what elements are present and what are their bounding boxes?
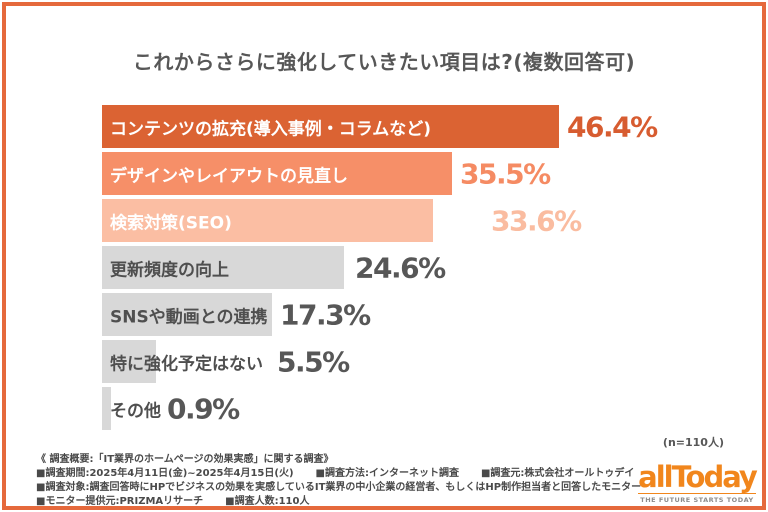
survey-note-segment: ■モニター提供元:PRIZMAリサーチ	[36, 496, 204, 507]
bar	[102, 199, 433, 242]
bar-value-label: 33.6%	[491, 204, 582, 237]
bar-row: その他 0.9%	[102, 387, 752, 430]
bar-row: SNSや動画との連携 17.3%	[102, 293, 752, 336]
survey-note-segment: ■調査方法:インターネット調査	[315, 468, 459, 479]
bar	[102, 152, 452, 195]
survey-note-line: ■調査対象:調査回答時にHPでビジネスの効果を実感しているIT業界の中小企業の経…	[36, 481, 641, 495]
survey-notes: 《 調査概要:「IT業界のホームページの効果実感」に関する調査》 ■調査期間:20…	[36, 453, 641, 509]
bar-label: 更新頻度の向上	[110, 260, 229, 280]
logo-text: allToday	[638, 460, 758, 494]
bar-row: 特に強化予定はない 5.5%	[102, 340, 752, 383]
logo-tagline: THE FUTURE STARTS TODAY	[638, 493, 756, 504]
bar-label: コンテンツの拡充(導入事例・コラムなど)	[110, 119, 432, 139]
bar-value-label: 24.6%	[355, 251, 446, 284]
bar	[102, 340, 156, 383]
survey-note-segment: ■調査人数:110人	[225, 496, 310, 507]
survey-note-line: ■調査期間:2025年4月11日(金)~2025年4月15日(火) ■調査方法:イ…	[36, 467, 636, 481]
bar-row: 更新頻度の向上 24.6%	[102, 246, 752, 289]
bar-row: 検索対策(SEO) 33.6%	[102, 199, 752, 242]
chart-title: これからさらに強化していきたい項目は?(複数回答可)	[132, 50, 636, 74]
sample-size-note: (n=110人)	[662, 436, 724, 449]
bar-label: SNSや動画との連携	[110, 307, 268, 327]
bar	[102, 387, 111, 430]
survey-note-segment: ■調査期間:2025年4月11日(金)~2025年4月15日(火)	[36, 468, 294, 479]
bar-row: コンテンツの拡充(導入事例・コラムなど) 46.4%	[102, 105, 752, 148]
bar-label: デザインやレイアウトの見直し	[110, 166, 348, 186]
survey-note-segment: 《 調査概要:「IT業界のホームページの効果実感」に関する調査》	[36, 454, 334, 465]
bar-value-label: 46.4%	[567, 110, 658, 143]
bar-label: 特に強化予定はない	[110, 354, 263, 374]
bar-label: その他	[110, 401, 161, 421]
bar-value-label: 0.9%	[167, 392, 240, 425]
bar-value-label: 17.3%	[280, 298, 371, 331]
company-logo: allToday THE FUTURE STARTS TODAY	[638, 460, 758, 504]
survey-note-line: ■モニター提供元:PRIZMAリサーチ ■調査人数:110人	[36, 495, 636, 509]
bar	[102, 246, 344, 289]
bar-value-label: 5.5%	[277, 345, 350, 378]
survey-note-segment: ■調査対象:調査回答時にHPでビジネスの効果を実感しているIT業界の中小企業の経…	[36, 482, 642, 493]
bar-chart: コンテンツの拡充(導入事例・コラムなど) 46.4% デザインやレイアウトの見直し 3…	[102, 105, 752, 434]
survey-note-segment: ■調査元:株式会社オールトゥデイ	[480, 468, 635, 479]
bar	[102, 293, 272, 336]
bar-label: 検索対策(SEO)	[110, 213, 232, 233]
bar-row: デザインやレイアウトの見直し 35.5%	[102, 152, 752, 195]
bar-value-label: 35.5%	[460, 157, 551, 190]
survey-note-line: 《 調査概要:「IT業界のホームページの効果実感」に関する調査》	[36, 453, 636, 467]
bar	[102, 105, 559, 148]
